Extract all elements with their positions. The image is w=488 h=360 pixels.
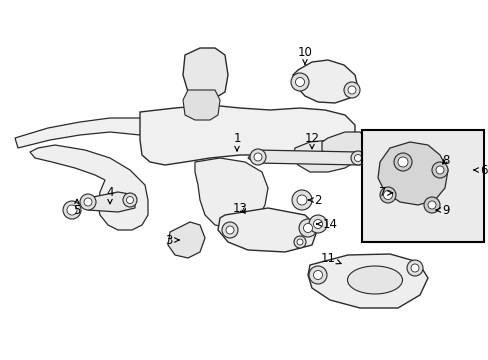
- Polygon shape: [218, 208, 317, 252]
- Circle shape: [308, 266, 326, 284]
- Circle shape: [313, 220, 322, 229]
- Circle shape: [303, 224, 312, 233]
- Circle shape: [343, 82, 359, 98]
- Text: 2: 2: [308, 194, 321, 207]
- Text: 13: 13: [232, 202, 247, 215]
- Text: 4: 4: [106, 186, 114, 204]
- Polygon shape: [183, 48, 227, 98]
- Bar: [361, 130, 483, 242]
- Polygon shape: [82, 192, 135, 212]
- Circle shape: [383, 190, 392, 199]
- Circle shape: [347, 86, 355, 94]
- Circle shape: [423, 197, 439, 213]
- Text: 11: 11: [320, 252, 341, 265]
- Circle shape: [222, 222, 238, 238]
- Circle shape: [67, 205, 77, 215]
- Circle shape: [253, 153, 262, 161]
- Polygon shape: [247, 150, 364, 165]
- Circle shape: [354, 154, 361, 162]
- Polygon shape: [140, 105, 354, 165]
- Circle shape: [84, 198, 92, 206]
- Polygon shape: [183, 90, 220, 120]
- Circle shape: [350, 151, 364, 165]
- Polygon shape: [168, 222, 204, 258]
- Circle shape: [249, 149, 265, 165]
- Polygon shape: [30, 145, 148, 230]
- Text: 10: 10: [297, 45, 312, 64]
- Text: 8: 8: [442, 153, 449, 166]
- Text: 9: 9: [435, 203, 449, 216]
- Circle shape: [313, 270, 322, 279]
- Circle shape: [298, 219, 316, 237]
- Text: 7: 7: [379, 186, 392, 199]
- Circle shape: [427, 201, 435, 209]
- Circle shape: [397, 157, 407, 167]
- Text: 14: 14: [316, 217, 337, 230]
- Ellipse shape: [347, 266, 402, 294]
- Circle shape: [126, 197, 133, 203]
- Circle shape: [293, 236, 305, 248]
- Circle shape: [63, 201, 81, 219]
- Text: 5: 5: [73, 199, 81, 216]
- Polygon shape: [307, 254, 427, 308]
- Circle shape: [431, 162, 447, 178]
- Circle shape: [379, 187, 395, 203]
- Polygon shape: [377, 142, 447, 205]
- Circle shape: [393, 153, 411, 171]
- Polygon shape: [321, 132, 367, 162]
- Circle shape: [80, 194, 96, 210]
- Polygon shape: [15, 118, 155, 148]
- Circle shape: [296, 239, 303, 245]
- Circle shape: [435, 166, 443, 174]
- Circle shape: [296, 195, 306, 205]
- Text: 1: 1: [233, 131, 240, 151]
- Circle shape: [290, 73, 308, 91]
- Polygon shape: [195, 158, 267, 228]
- Polygon shape: [292, 60, 357, 103]
- Text: 3: 3: [165, 234, 179, 247]
- Circle shape: [123, 193, 137, 207]
- Polygon shape: [292, 140, 354, 172]
- Circle shape: [295, 77, 304, 86]
- Circle shape: [406, 260, 422, 276]
- Circle shape: [410, 264, 418, 272]
- Text: 6: 6: [473, 163, 487, 176]
- Circle shape: [291, 190, 311, 210]
- Circle shape: [225, 226, 234, 234]
- Circle shape: [308, 215, 326, 233]
- Text: 12: 12: [304, 131, 319, 149]
